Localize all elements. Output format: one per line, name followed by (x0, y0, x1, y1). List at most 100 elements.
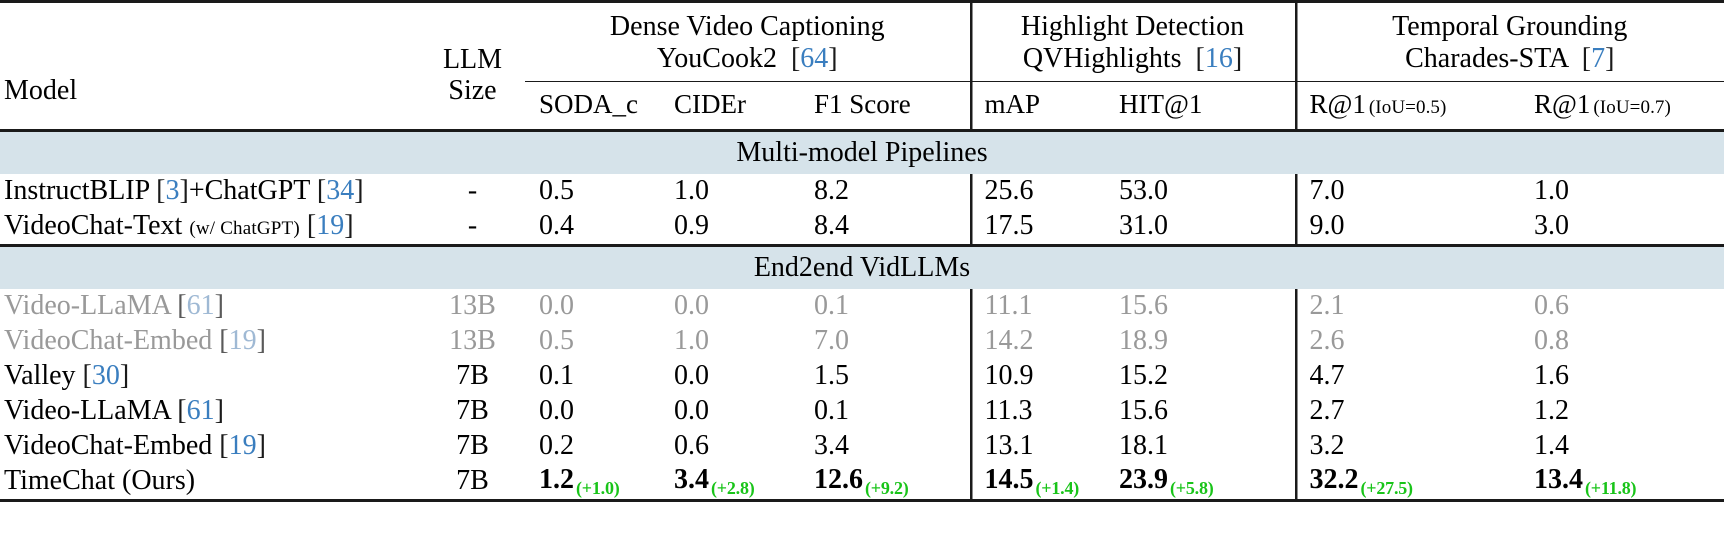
citation-bracket: [ (156, 175, 166, 207)
metric-value: 11.1 (984, 290, 1033, 322)
group-header-temporal-grounding: Temporal Grounding Charades-STA [7] (1294, 0, 1724, 82)
group-dataset-name: Charades-STA (1405, 42, 1568, 74)
bracket-open: [ (1574, 42, 1592, 74)
section-header-label: Multi-model Pipelines (0, 128, 1724, 174)
metric-cell-cider: 0.6 (660, 429, 800, 464)
table-row: VideoChat-Embed [19] 7B 0.2 0.6 3.4 13.1 18.1 3… (0, 428, 1724, 464)
metric-cell-hit1: 18.1 (1105, 429, 1295, 464)
citation-ref[interactable]: 19 (228, 325, 257, 357)
metric-value: 23.9 (1119, 463, 1168, 495)
metric-value: 32.2 (1309, 463, 1359, 495)
group-task-name: Temporal Grounding (1392, 11, 1628, 42)
column-header-r1-iou05: R@1 (IoU=0.5) (1294, 80, 1520, 131)
table-rule (0, 499, 1724, 503)
bracket-close: ] (828, 42, 838, 74)
table-row: VideoChat-Embed [19] 13B 0.5 1.0 7.0 14.2 18.9… (0, 323, 1724, 359)
metric-cell-soda-c: 0.5 (525, 324, 660, 359)
metric-delta: (+9.2) (865, 478, 909, 499)
metric-value: 0.0 (539, 290, 574, 322)
metric-value: 15.6 (1119, 290, 1168, 322)
metric-value: 3.0 (1534, 210, 1569, 242)
metric-value: 8.2 (814, 175, 849, 207)
metric-value: 31.0 (1119, 210, 1168, 242)
metric-cell-cider: 1.0 (660, 174, 800, 209)
metric-value: 0.5 (539, 175, 574, 207)
metric-value: 13.4 (1534, 463, 1583, 495)
citation-bracket: ] (119, 360, 130, 392)
metric-value: 0.8 (1534, 325, 1569, 357)
model-name-cell: Video-LLaMA [61] (0, 394, 420, 429)
table-row: Video-LLaMA [61] 7B 0.0 0.0 0.1 11.3 15.6 2.7 1.… (0, 393, 1724, 429)
table-row: Video-LLaMA [61] 13B 0.0 0.0 0.1 11.1 15.6 2.1 0… (0, 288, 1724, 324)
group-header-dense-video-captioning: Dense Video Captioning YouCook2 [64] (525, 0, 970, 82)
metric-cell-hit1: 15.6 (1105, 394, 1295, 429)
metric-cell-map: 11.3 (969, 393, 1105, 429)
citation-ref[interactable]: 19 (316, 210, 345, 242)
model-name-text: +ChatGPT (188, 175, 317, 207)
metric-cell-r1-iou05: 2.1 (1294, 288, 1520, 324)
group-dataset-name: YouCook2 (656, 42, 777, 74)
metric-cell-r1-iou07: 13.4 (+11.8) (1520, 464, 1724, 501)
llm-size-cell: 7B (456, 395, 489, 427)
citation-ref[interactable]: 34 (326, 175, 355, 207)
citation-ref[interactable]: 16 (1204, 42, 1233, 74)
metric-cell-f1-score: 8.2 (800, 174, 970, 209)
metric-cell-soda-c: 0.1 (525, 359, 660, 394)
citation-ref[interactable]: 61 (186, 395, 215, 427)
metric-cell-f1-score: 3.4 (800, 429, 970, 464)
metric-cell-map: 14.5 (+1.4) (969, 463, 1105, 501)
metric-cell-f1-score: 7.0 (800, 324, 970, 359)
metric-cell-r1-iou07: 1.2 (1520, 394, 1724, 429)
citation-ref[interactable]: 3 (165, 175, 180, 207)
citation-bracket: ] (344, 210, 354, 242)
column-header-f1-score: F1 Score (800, 80, 970, 131)
metric-value: 0.1 (539, 360, 574, 392)
column-header-hit1: HIT@1 (1105, 80, 1295, 131)
llm-size-cell: 13B (449, 290, 496, 322)
model-name-text (300, 210, 307, 241)
metric-value: 0.5 (539, 325, 574, 357)
citation-ref[interactable]: 7 (1591, 42, 1606, 74)
metric-value: 9.0 (1309, 210, 1345, 242)
metric-value: 13.1 (984, 430, 1034, 462)
column-header-cider: CIDEr (660, 80, 800, 131)
metric-value: 14.2 (984, 325, 1034, 357)
metric-value: 1.0 (1534, 175, 1569, 207)
metric-cell-soda-c: 0.0 (525, 394, 660, 429)
metric-cell-r1-iou07: 1.4 (1520, 429, 1724, 464)
header-group-row: Model LLM Size Dense Video Captioning Yo… (0, 0, 1724, 131)
metric-value: 0.0 (674, 360, 709, 392)
metric-cell-map: 14.2 (969, 323, 1105, 359)
metric-value: 0.1 (814, 290, 849, 322)
metric-value: 7.0 (814, 325, 849, 357)
metric-cell-soda-c: 0.2 (525, 429, 660, 464)
metric-value: 0.0 (539, 395, 574, 427)
metric-cell-soda-c: 0.0 (525, 289, 660, 324)
metric-value: 11.3 (984, 395, 1033, 427)
column-header-map: mAP (969, 80, 1105, 131)
metric-value: 15.2 (1119, 360, 1168, 392)
table-row: Valley [30] 7B 0.1 0.0 1.5 10.9 15.2 4.7 1.6 (0, 358, 1724, 394)
citation-bracket: ] (179, 175, 189, 207)
bracket-close: ] (1605, 42, 1615, 74)
metric-value: 14.5 (984, 463, 1034, 495)
rule-line (0, 499, 1724, 503)
metric-sublabel: (IoU=0.7) (1593, 96, 1671, 118)
model-name-text: InstructBLIP (4, 175, 157, 207)
citation-ref[interactable]: 64 (800, 42, 829, 74)
metric-cell-map: 11.1 (969, 288, 1105, 324)
metric-value: 3.4 (674, 463, 709, 495)
metric-delta: (+1.0) (576, 478, 620, 499)
citation-ref[interactable]: 61 (186, 290, 215, 322)
citation-ref[interactable]: 30 (91, 360, 120, 392)
metric-cell-r1-iou05: 2.7 (1294, 393, 1520, 429)
metric-value: 1.4 (1534, 430, 1569, 462)
metric-label: F1 Score (814, 88, 911, 119)
llm-size-cell: - (467, 175, 478, 207)
metric-cell-hit1: 15.6 (1105, 289, 1295, 324)
metric-cell-cider: 0.0 (660, 289, 800, 324)
metric-cell-f1-score: 1.5 (800, 359, 970, 394)
table-row: InstructBLIP [3]+ChatGPT [34] -0.5 1.0 8.2 2… (0, 173, 1724, 209)
citation-ref[interactable]: 19 (228, 430, 257, 462)
metric-cell-soda-c: 0.4 (525, 209, 660, 246)
